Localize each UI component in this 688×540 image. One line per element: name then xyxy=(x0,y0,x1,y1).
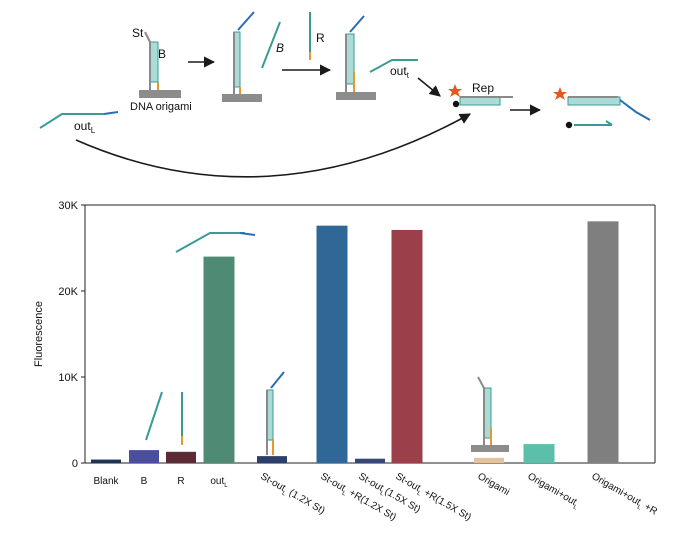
schematic: St B DNA origami B R xyxy=(39,11,651,178)
bar-6 xyxy=(316,225,348,463)
x-tick-label: outL xyxy=(210,476,228,489)
label-r: R xyxy=(316,31,325,45)
inset-origami-duplex xyxy=(483,387,492,439)
bar-7 xyxy=(355,458,385,463)
inset-b-strand xyxy=(145,391,163,441)
label-out-top: outt xyxy=(390,64,410,80)
x-tick-label: Origami xyxy=(476,471,512,498)
out-tail-3 xyxy=(349,15,365,33)
out-l-tail xyxy=(103,111,119,115)
x-tick-label: Origami+outL xyxy=(525,471,582,512)
x-tick-label: Blank xyxy=(93,476,119,487)
quencher-2 xyxy=(565,121,573,129)
bar-1 xyxy=(91,459,121,463)
label-dna-origami: DNA origami xyxy=(130,101,192,113)
y-tick-label: 10K xyxy=(58,372,78,384)
y-tick-label: 0 xyxy=(72,458,78,470)
duplex-3 xyxy=(345,33,355,85)
x-tick-label: R xyxy=(177,476,184,487)
x-tick-label: B xyxy=(141,476,148,487)
x-tick-label: St-outL (1.2X St) xyxy=(258,471,327,518)
x-tick-label: Origami+outL +R xyxy=(589,471,660,519)
stage-1-st-b-origami: St B DNA origami xyxy=(130,26,192,113)
bar-9 xyxy=(474,457,504,463)
y-tick-label: 30K xyxy=(58,200,78,212)
bar-5 xyxy=(257,456,287,463)
label-st: St xyxy=(132,26,144,40)
quencher-1 xyxy=(452,100,460,108)
bar-3 xyxy=(166,451,196,463)
y-ticks: 0 10K 20K 30K xyxy=(58,200,85,470)
label-out-left: outL xyxy=(74,119,96,135)
b-strand-free xyxy=(261,21,281,69)
released-strand-hook xyxy=(605,120,613,126)
origami-block-3 xyxy=(336,92,376,100)
y-axis-label: Fluorescence xyxy=(33,301,45,367)
out-t-released: outt xyxy=(369,59,418,80)
inset-origami-tail xyxy=(477,376,485,389)
bar-4 xyxy=(203,256,235,463)
bar-inset-icons xyxy=(145,232,509,455)
curved-arrow xyxy=(75,113,471,178)
duplex-1 xyxy=(149,41,159,83)
reporter-complex: Rep xyxy=(448,81,513,108)
inset-out-l-strand xyxy=(175,232,245,253)
y-tick-label: 20K xyxy=(58,286,78,298)
st-tail-1 xyxy=(144,31,151,43)
label-b-2: B xyxy=(276,41,284,55)
arrow-3 xyxy=(417,77,441,97)
fluorophore-star-1 xyxy=(448,84,462,97)
stage-2-b-released: B xyxy=(222,11,284,102)
bars xyxy=(91,221,619,463)
fluorophore-star-2 xyxy=(553,87,567,100)
label-b-1: B xyxy=(158,47,166,61)
inset-origami-block xyxy=(471,445,509,452)
origami-block-2 xyxy=(222,94,262,102)
origami-block-1 xyxy=(139,90,181,98)
label-rep: Rep xyxy=(472,81,494,95)
inset-st-tail xyxy=(270,371,285,389)
out-tail-2 xyxy=(237,11,255,31)
product-complex xyxy=(553,87,651,129)
bar-11 xyxy=(587,221,619,463)
out-t-strand xyxy=(369,59,418,73)
bar-8 xyxy=(391,229,423,463)
rep-duplex xyxy=(459,96,501,106)
out-l-strand xyxy=(39,113,104,129)
product-duplex xyxy=(567,96,621,106)
inset-out-l-tail xyxy=(239,232,256,236)
r-strand-group: R xyxy=(309,12,325,60)
stage-3-r-bound xyxy=(336,15,376,100)
out-l-strand-group: outL xyxy=(39,111,119,135)
bar-10 xyxy=(523,444,555,463)
product-out-tail xyxy=(619,99,651,121)
bar-2 xyxy=(129,450,159,463)
